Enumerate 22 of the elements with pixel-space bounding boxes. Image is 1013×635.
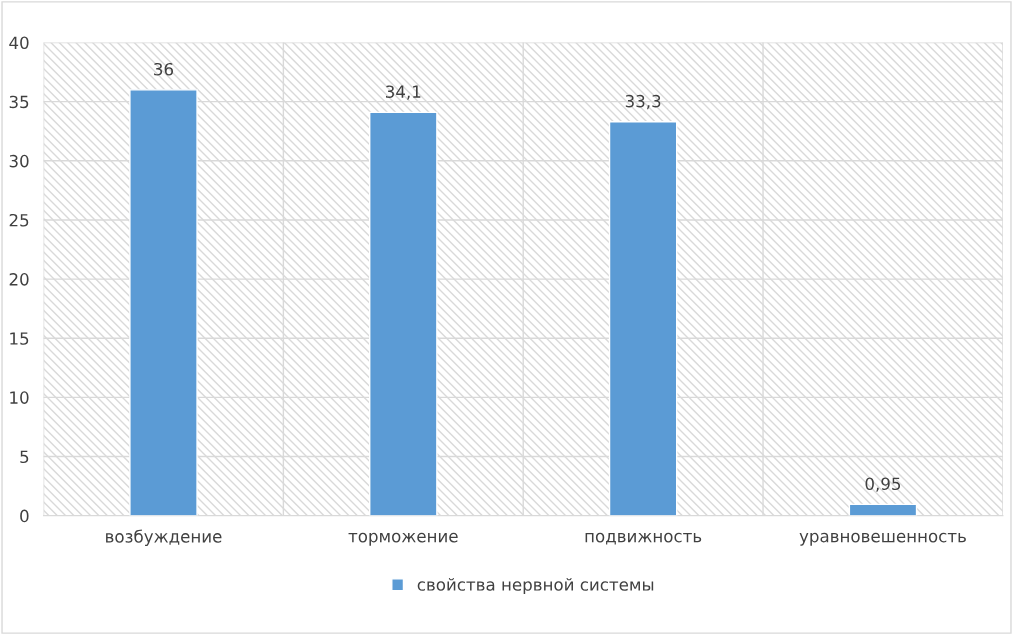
- y-tick-label: 10: [10, 391, 29, 404]
- data-label: 0,95: [865, 477, 901, 492]
- bar: [848, 503, 918, 516]
- bar: [369, 111, 438, 516]
- y-tick-label: 5: [20, 450, 29, 464]
- y-tick-label: 30: [9, 154, 29, 168]
- y-tick-label: 40: [9, 36, 29, 50]
- bar: [608, 121, 678, 516]
- y-tick-label: 20: [9, 273, 29, 286]
- y-tick-label: 0: [20, 509, 29, 523]
- data-label: 34,1: [386, 85, 421, 100]
- y-tick-label: 25: [9, 213, 29, 227]
- x-tick-label: подвижность: [585, 532, 702, 545]
- y-tick-label: 15: [10, 332, 29, 345]
- x-tick-label: возбуждение: [106, 529, 222, 546]
- x-tick-label: уравновешенность: [799, 532, 966, 546]
- data-label: 33,3: [625, 94, 661, 110]
- legend-label: свойства нервной системы: [417, 578, 654, 595]
- x-tick-label: торможение: [348, 532, 458, 546]
- data-label: 36: [154, 62, 174, 76]
- bar: [129, 89, 198, 516]
- y-tick-label: 35: [9, 95, 29, 109]
